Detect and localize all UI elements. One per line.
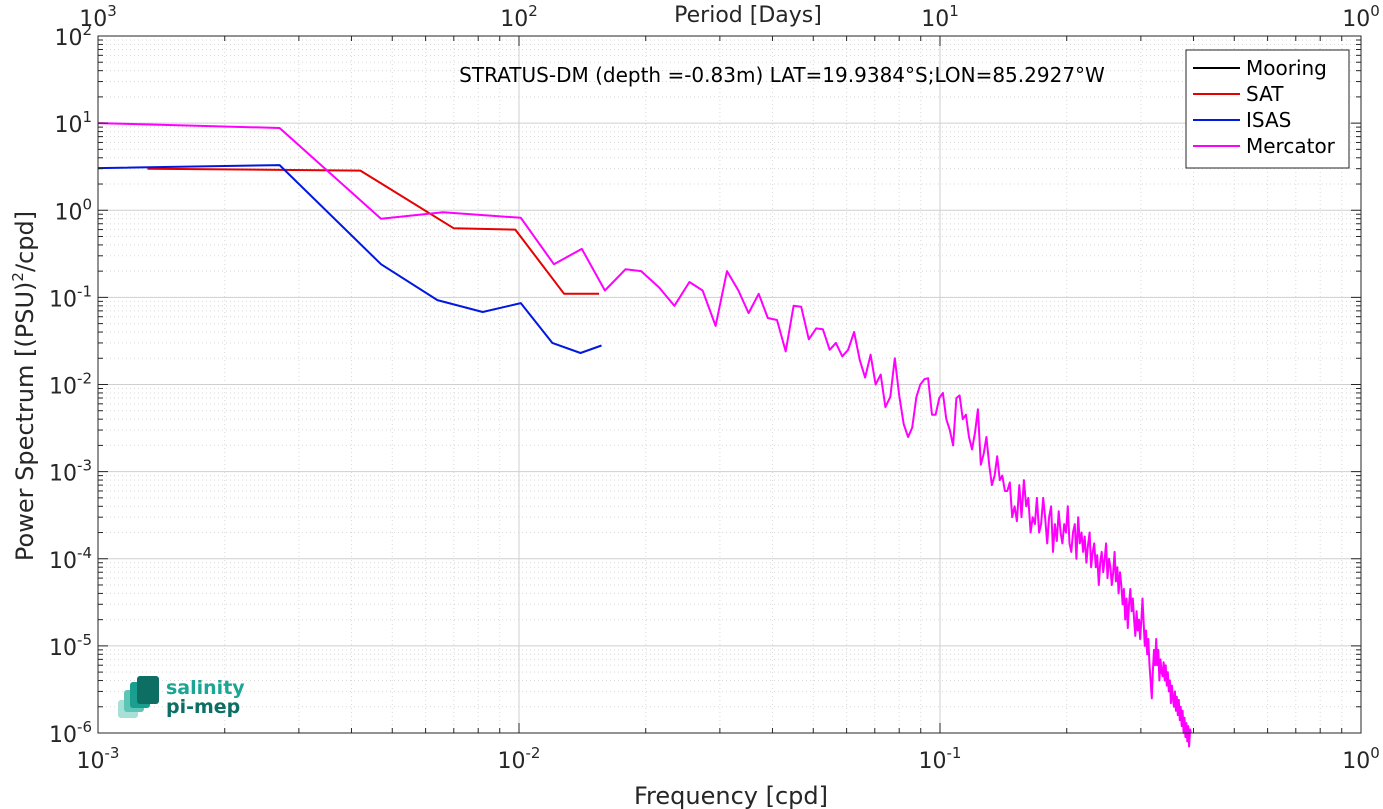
legend-label-mooring: Mooring [1246, 56, 1327, 80]
x-tick-base: 10 [919, 749, 947, 774]
y-tick-label: 10-5 [49, 631, 92, 661]
x-tick-exponent: -1 [947, 744, 962, 762]
y-tick-base: 10 [54, 26, 82, 51]
x-tick-exponent: -3 [105, 744, 120, 762]
y-tick-label: 102 [54, 21, 92, 51]
y-tick-exponent: -6 [77, 718, 92, 736]
y-tick-exponent: 2 [82, 21, 92, 39]
top-tick-base: 10 [1342, 7, 1370, 32]
y-tick-label: 10-4 [49, 544, 92, 574]
top-tick-exponent: 1 [949, 2, 959, 20]
y-tick-base: 10 [54, 200, 82, 225]
y-tick-base: 10 [49, 375, 77, 400]
legend-label-isas: ISAS [1246, 108, 1291, 132]
y-tick-exponent: -1 [77, 282, 92, 300]
x-tick-exponent: -2 [526, 744, 541, 762]
chart-title: STRATUS-DM (depth =-0.83m) LAT=19.9384°S… [459, 63, 1105, 87]
logo-layer-1 [137, 676, 159, 704]
y-tick-exponent: 0 [82, 195, 92, 213]
y-tick-base: 10 [54, 113, 82, 138]
y-axis-label-tail: /cpd] [11, 211, 39, 272]
top-tick-exponent: 0 [1370, 2, 1380, 20]
top-tick-exponent: 2 [528, 2, 538, 20]
x-tick-labels: 10-3 10-2 10-1 100 [77, 744, 1380, 774]
top-tick-base: 10 [500, 7, 528, 32]
y-tick-label: 10-2 [49, 370, 92, 400]
top-tick-label: 102 [500, 2, 538, 32]
y-tick-exponent: -5 [77, 631, 92, 649]
x-tick-label: 10-3 [77, 744, 120, 774]
y-tick-base: 10 [49, 549, 77, 574]
y-tick-base: 10 [49, 636, 77, 661]
top-tick-label: 101 [921, 2, 959, 32]
salinity-pi-mep-logo: salinity pi-mep [118, 676, 245, 718]
x-axis-label: Frequency [cpd] [634, 782, 828, 809]
y-tick-label: 101 [54, 108, 92, 138]
legend-label-mercator: Mercator [1246, 134, 1336, 158]
top-tick-base: 10 [921, 7, 949, 32]
tick-marks [97, 35, 1362, 734]
y-tick-exponent: -3 [77, 457, 92, 475]
series-line-isas [97, 164, 602, 354]
series-line-mercator [97, 122, 1192, 748]
top-tick-exponent: 3 [107, 2, 117, 20]
x-tick-label: 100 [1342, 744, 1380, 774]
y-tick-base: 10 [49, 287, 77, 312]
y-tick-exponent: -2 [77, 370, 92, 388]
x-tick-label: 10-1 [919, 744, 962, 774]
top-axis-label: Period [Days] [674, 3, 822, 28]
x-tick-label: 10-2 [498, 744, 541, 774]
y-tick-label: 10-6 [49, 718, 92, 748]
legend-label-sat: SAT [1246, 82, 1284, 106]
x-tick-exponent: 0 [1370, 744, 1380, 762]
y-axis-label: Power Spectrum [(PSU)2/cpd] [9, 211, 39, 561]
top-tick-base: 10 [79, 7, 107, 32]
y-axis-label-superscript: 2 [9, 272, 27, 282]
y-tick-base: 10 [49, 462, 77, 487]
x-tick-base: 10 [1342, 749, 1370, 774]
top-tick-label: 100 [1342, 2, 1380, 32]
y-tick-exponent: -4 [77, 544, 92, 562]
y-tick-label: 10-3 [49, 457, 92, 487]
logo-line-2: pi-mep [166, 696, 240, 718]
y-tick-label: 10-1 [49, 282, 92, 312]
y-tick-label: 100 [54, 195, 92, 225]
y-tick-base: 10 [49, 723, 77, 748]
y-axis-label-main: Power Spectrum [(PSU) [11, 282, 39, 561]
logo-line-1: salinity [166, 677, 245, 699]
x-tick-base: 10 [77, 749, 105, 774]
top-tick-label: 103 [79, 2, 117, 32]
x-tick-base: 10 [498, 749, 526, 774]
series-lines [97, 122, 1192, 748]
series-line-sat [147, 167, 600, 295]
top-tick-labels: 103 102 101 100 [79, 2, 1380, 32]
y-tick-exponent: 1 [82, 108, 92, 126]
legend-box [1185, 49, 1350, 169]
